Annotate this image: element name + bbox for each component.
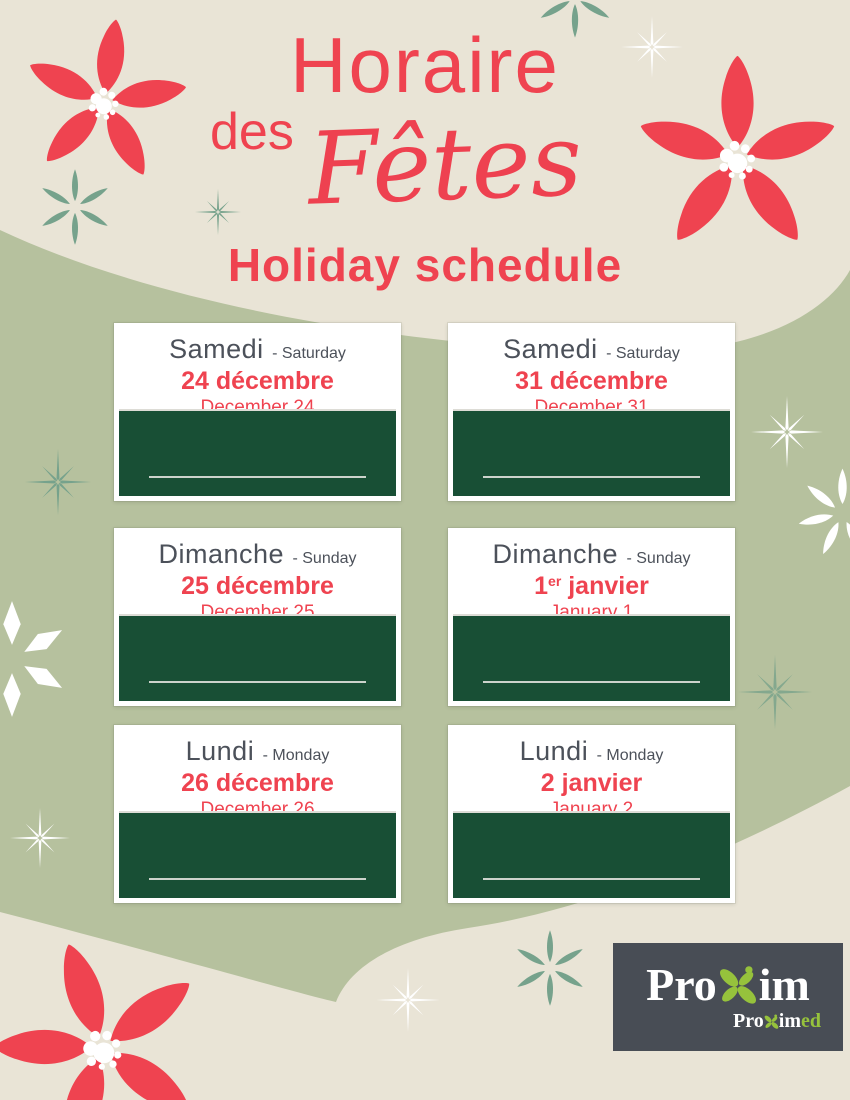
date-fr-text: 25 décembre — [181, 572, 334, 600]
card-date-fr: 1er janvier — [448, 574, 735, 599]
day-name-fr: Lundi — [519, 736, 589, 766]
date-fr-sup: er — [548, 573, 562, 589]
proxim-x-leaves-icon — [763, 1014, 780, 1030]
proxim-wordmark: Pro im — [613, 957, 843, 1012]
day-name-fr: Samedi — [503, 334, 598, 364]
sparkle-star-icon — [25, 449, 91, 515]
hours-writein-box — [453, 811, 730, 898]
seven-petal-flower-icon — [795, 466, 850, 561]
hours-writein-box — [453, 614, 730, 701]
card-day-row: Lundi - Monday — [448, 738, 735, 765]
logo-text-post: im — [758, 959, 810, 1010]
sparkle-star-icon — [195, 189, 241, 235]
title-line-horaire: Horaire — [290, 21, 560, 109]
sub-logo-text-mid: im — [778, 1010, 801, 1032]
six-petal-flower-icon — [508, 926, 592, 1010]
proxim-x-leaves-icon — [716, 965, 760, 1007]
write-line — [149, 681, 366, 683]
schedule-card: Samedi - Saturday 31 décembre December 3… — [448, 323, 735, 501]
date-fr-text: 31 décembre — [515, 367, 668, 395]
card-day-row: Samedi - Saturday — [114, 336, 401, 363]
card-date-fr: 24 décembre — [114, 369, 401, 394]
six-petal-flower-icon — [33, 165, 117, 249]
date-fr-text: 1 — [534, 572, 549, 600]
card-date-fr: 26 décembre — [114, 771, 401, 796]
date-fr-text: 26 décembre — [181, 769, 334, 797]
day-name-en: - Sunday — [626, 550, 691, 567]
day-name-fr: Dimanche — [492, 539, 619, 569]
date-fr-rest: janvier — [561, 572, 649, 600]
schedule-card: Lundi - Monday 26 décembre December 26 — [114, 725, 401, 903]
proxim-logo-box: Pro im Pro imed — [613, 943, 843, 1051]
card-day-row: Lundi - Monday — [114, 738, 401, 765]
write-line — [483, 878, 700, 880]
card-day-row: Dimanche - Sunday — [448, 541, 735, 568]
title-line-fetes: Fêtes — [306, 101, 584, 228]
schedule-card: Dimanche - Sunday 25 décembre December 2… — [114, 528, 401, 706]
hours-writein-box — [119, 614, 396, 701]
day-name-en: - Monday — [262, 747, 330, 764]
title-line-des: des — [210, 103, 294, 161]
card-date-fr: 31 décembre — [448, 369, 735, 394]
sparkle-star-icon — [751, 396, 823, 468]
diamond-petal-flower-icon — [0, 599, 72, 719]
date-fr-text: 2 janvier — [540, 769, 643, 797]
sparkle-star-icon — [10, 808, 70, 868]
day-name-en: - Sunday — [292, 550, 357, 567]
day-name-fr: Samedi — [169, 334, 264, 364]
day-name-fr: Dimanche — [158, 539, 285, 569]
day-name-fr: Lundi — [185, 736, 255, 766]
hours-writein-box — [119, 811, 396, 898]
card-date-fr: 2 janvier — [448, 771, 735, 796]
hours-writein-box — [453, 409, 730, 496]
logo-text-pre: Pro — [646, 959, 717, 1010]
day-name-en: - Saturday — [272, 345, 346, 362]
card-date-fr: 25 décembre — [114, 574, 401, 599]
write-line — [483, 681, 700, 683]
date-fr-text: 24 décembre — [181, 367, 334, 395]
day-name-en: - Monday — [596, 747, 664, 764]
write-line — [483, 476, 700, 478]
hours-writein-box — [119, 409, 396, 496]
sparkle-star-icon — [376, 968, 440, 1032]
subtitle-holiday-schedule: Holiday schedule — [227, 239, 623, 291]
write-line — [149, 476, 366, 478]
write-line — [149, 878, 366, 880]
sub-logo-text-pre: Pro — [733, 1010, 764, 1032]
sparkle-star-icon — [738, 655, 812, 729]
proximed-wordmark: Pro imed — [733, 1011, 821, 1031]
day-name-en: - Saturday — [606, 345, 680, 362]
sub-logo-text-suffix: ed — [801, 1010, 821, 1032]
schedule-card: Samedi - Saturday 24 décembre December 2… — [114, 323, 401, 501]
card-day-row: Dimanche - Sunday — [114, 541, 401, 568]
schedule-card: Dimanche - Sunday 1er janvier January 1 — [448, 528, 735, 706]
schedule-card: Lundi - Monday 2 janvier January 2 — [448, 725, 735, 903]
card-day-row: Samedi - Saturday — [448, 336, 735, 363]
